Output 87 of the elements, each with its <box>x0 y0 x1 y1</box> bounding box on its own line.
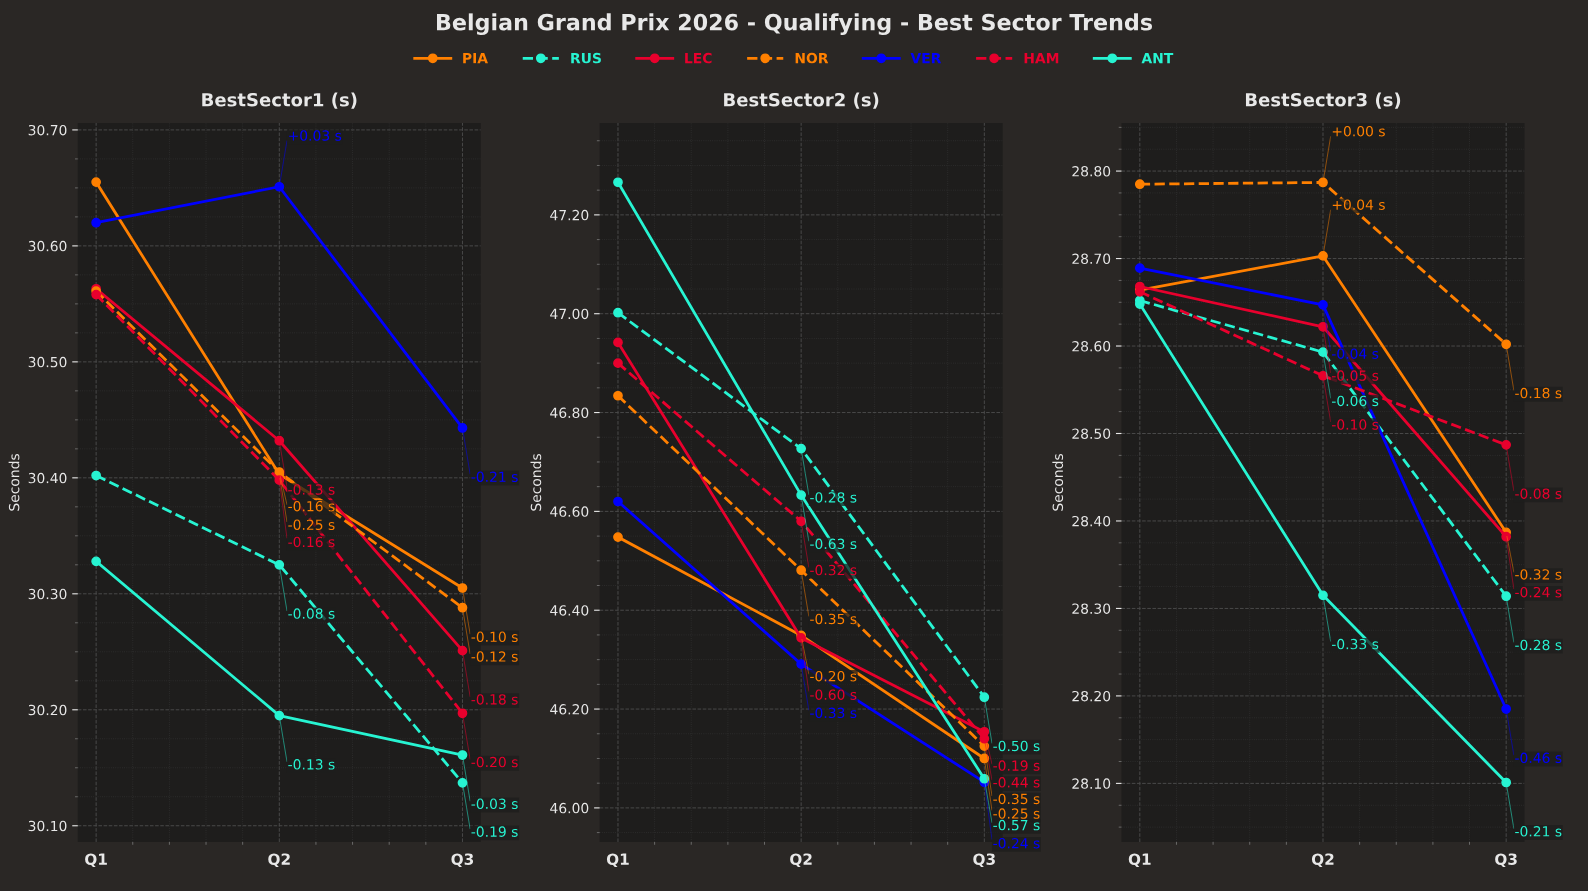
x-tick-label: Q2 <box>268 853 290 867</box>
annotation: -0.03 s <box>471 798 518 810</box>
y-tick-label: 30.60 <box>28 240 67 252</box>
y-tick-label: 28.80 <box>1072 166 1111 177</box>
annotation: -0.33 s <box>1332 638 1379 650</box>
x-tick-label: Q1 <box>85 853 107 867</box>
y-tick-label: 28.70 <box>1072 253 1111 265</box>
legend-label: VER <box>910 53 942 64</box>
legend-label: RUS <box>571 52 601 64</box>
y-tick-label: 30.30 <box>28 588 67 600</box>
y-tick-label: 28.40 <box>1072 515 1111 527</box>
annotation: -0.35 s <box>810 613 857 625</box>
y-tick-label: 28.10 <box>1072 778 1111 789</box>
annotation: -0.32 s <box>810 564 857 576</box>
legend-label: LEC <box>685 52 712 64</box>
annotation: -0.10 s <box>471 631 518 643</box>
annotation: -0.04 s <box>1332 348 1379 359</box>
annotation: -0.06 s <box>1332 395 1379 407</box>
annotation: -0.13 s <box>288 484 335 495</box>
y-tick-label: 30.50 <box>28 356 67 368</box>
x-tick-label: Q1 <box>606 853 629 867</box>
y-axis-title: Seconds <box>8 453 20 511</box>
y-tick-label: 46.80 <box>550 407 589 419</box>
x-tick-label: Q2 <box>790 853 812 867</box>
annotation: -0.21 s <box>1515 826 1562 837</box>
annotation: -0.08 s <box>288 608 335 619</box>
annotation: -0.63 s <box>810 538 857 550</box>
annotation: -0.19 s <box>993 760 1040 771</box>
y-tick-label: 28.20 <box>1072 690 1111 702</box>
y-tick-label: 30.20 <box>28 704 67 716</box>
y-tick-label: 47.00 <box>550 308 589 320</box>
annotation: -0.19 s <box>471 826 518 837</box>
y-tick-label: 46.40 <box>550 605 589 616</box>
annotation: -0.32 s <box>1515 569 1562 580</box>
y-tick-label: 28.30 <box>1072 603 1111 614</box>
y-axis-title: Seconds <box>530 453 542 511</box>
annotation: +0.04 s <box>1332 199 1385 210</box>
annotation: -0.46 s <box>1515 752 1562 764</box>
annotation: -0.35 s <box>993 793 1040 805</box>
x-tick-label: Q1 <box>1128 853 1151 867</box>
annotation: -0.28 s <box>1515 639 1562 651</box>
annotation: -0.57 s <box>993 819 1040 831</box>
legend-label: ANT <box>1141 53 1174 64</box>
annotation: -0.08 s <box>1515 488 1562 499</box>
annotation: -0.24 s <box>993 837 1040 849</box>
legend-label: HAM <box>1024 53 1059 64</box>
annotation: -0.05 s <box>1332 370 1379 381</box>
annotation: -0.44 s <box>993 777 1040 788</box>
legend-label: PIA <box>463 53 488 64</box>
annotation: -0.16 s <box>288 500 335 512</box>
chart-title: BestSector3 (s) <box>1245 92 1401 109</box>
y-tick-label: 30.40 <box>28 472 67 484</box>
x-tick-label: Q3 <box>973 853 995 867</box>
annotation: -0.25 s <box>993 808 1040 819</box>
annotation: -0.18 s <box>471 694 518 705</box>
annotation: -0.10 s <box>1332 419 1379 430</box>
annotation: -0.12 s <box>471 651 518 662</box>
annotation: -0.28 s <box>810 492 857 503</box>
annotation: -0.50 s <box>993 740 1040 752</box>
text: Belgian Grand Prix 2026 - Qualifying - Best Sector Trends <box>436 13 1152 36</box>
annotation: +0.00 s <box>1332 125 1385 137</box>
chart-title: BestSector1 (s) <box>202 92 357 109</box>
annotation: -0.16 s <box>288 536 335 548</box>
y-tick-label: 30.70 <box>28 124 67 136</box>
annotation: +0.03 s <box>289 130 342 141</box>
y-tick-label: 28.60 <box>1072 340 1111 352</box>
y-tick-label: 46.60 <box>550 506 589 517</box>
annotation: -0.20 s <box>471 756 518 768</box>
annotation: -0.60 s <box>810 689 857 700</box>
annotation: -0.13 s <box>288 759 335 770</box>
annotation: -0.18 s <box>1515 387 1562 399</box>
annotation: -0.25 s <box>288 519 335 530</box>
chart-title: BestSector2 (s) <box>724 92 879 109</box>
x-tick-label: Q3 <box>451 853 474 867</box>
legend-label: NOR <box>795 52 829 64</box>
y-tick-label: 28.50 <box>1072 428 1111 439</box>
annotation: -0.20 s <box>810 670 857 682</box>
annotation: -0.24 s <box>1515 586 1562 598</box>
annotation: -0.33 s <box>810 707 857 719</box>
x-tick-label: Q2 <box>1311 853 1334 867</box>
y-tick-label: 46.00 <box>550 802 589 814</box>
x-tick-label: Q3 <box>1495 853 1517 867</box>
annotation: -0.21 s <box>471 471 518 482</box>
y-axis-title: Seconds <box>1052 453 1064 511</box>
y-tick-label: 47.20 <box>550 209 589 221</box>
y-tick-label: 30.10 <box>28 820 67 832</box>
y-tick-label: 46.20 <box>550 704 589 715</box>
